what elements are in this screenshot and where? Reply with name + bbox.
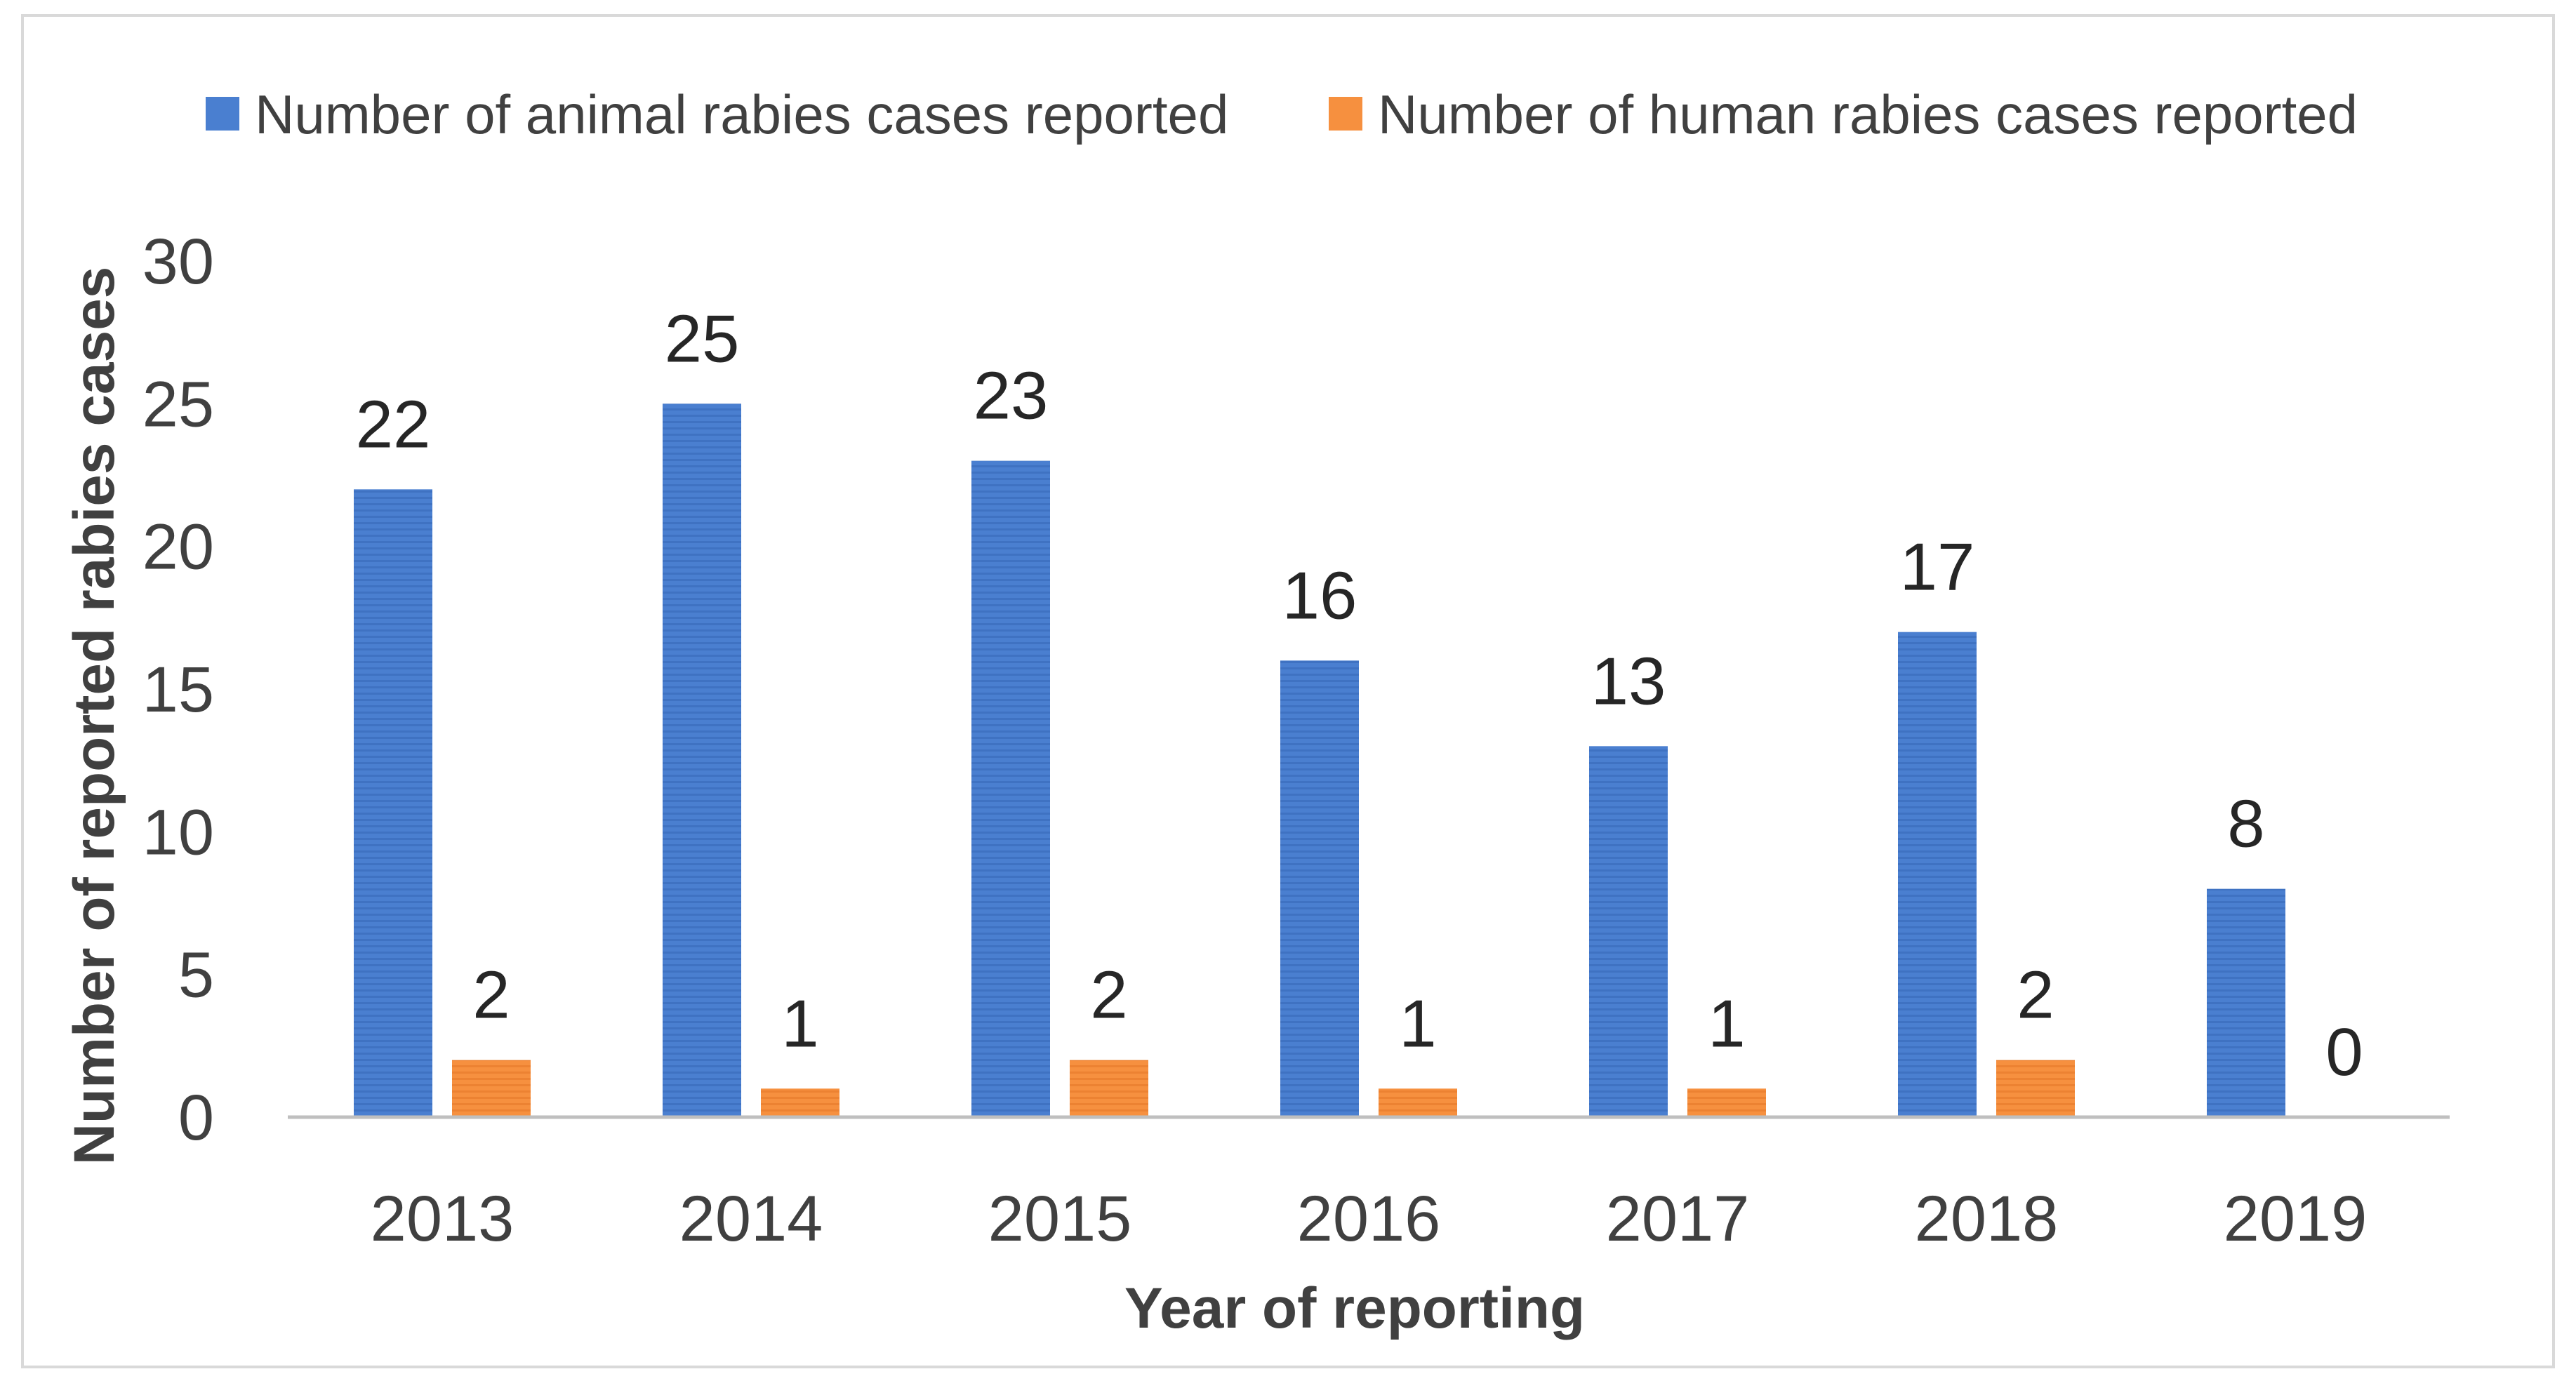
bar-human: [452, 1060, 531, 1117]
y-tick-label: 25: [142, 368, 214, 440]
data-label-human: 1: [1708, 986, 1745, 1061]
bar-human: [1687, 1088, 1766, 1117]
bar-human: [761, 1088, 839, 1117]
legend-swatch-animal: [206, 97, 239, 131]
bar-human: [1996, 1060, 2075, 1117]
data-label-animal: 23: [974, 359, 1049, 434]
x-tick-label: 2018: [1915, 1183, 2059, 1255]
data-label-animal: 13: [1591, 643, 1666, 719]
data-label-animal: 22: [356, 387, 431, 462]
data-label-human: 1: [1399, 986, 1436, 1061]
bars: [354, 403, 2285, 1117]
y-tick-label: 20: [142, 512, 214, 583]
x-axis-ticks: 2013 2014 2015 2016 2017 2018 2019: [371, 1183, 2368, 1255]
data-label-animal: 16: [1282, 558, 1357, 633]
bar-animal: [1280, 660, 1359, 1117]
x-tick-label: 2015: [988, 1183, 1132, 1255]
x-tick-label: 2016: [1297, 1183, 1441, 1255]
y-tick-label: 30: [142, 226, 214, 298]
x-tick-label: 2014: [679, 1183, 823, 1255]
legend-label-human: Number of human rabies cases reported: [1378, 84, 2358, 145]
bar-animal: [354, 489, 432, 1117]
bar-animal: [1898, 632, 1977, 1117]
legend-label-animal: Number of animal rabies cases reported: [255, 84, 1228, 145]
data-label-human: 2: [2017, 958, 2054, 1033]
data-label-human: 1: [781, 986, 818, 1061]
x-tick-label: 2019: [2224, 1183, 2368, 1255]
data-label-animal: 25: [665, 301, 740, 376]
data-label-human: 2: [1090, 958, 1127, 1033]
y-axis-ticks: 0 5 10 15 20 25 30: [142, 226, 214, 1154]
bar-human: [1379, 1088, 1457, 1117]
x-tick-label: 2017: [1606, 1183, 1750, 1255]
legend: Number of animal rabies cases reported N…: [206, 84, 2358, 145]
bar-animal: [663, 403, 741, 1117]
y-axis-title: Number of reported rabies cases: [62, 267, 126, 1166]
data-label-animal: 17: [1900, 530, 1975, 605]
bar-animal: [1589, 746, 1668, 1117]
y-tick-label: 15: [142, 654, 214, 726]
x-tick-label: 2013: [371, 1183, 514, 1255]
bar-animal: [971, 460, 1050, 1117]
x-axis-title: Year of reporting: [1124, 1276, 1585, 1340]
bar-human: [1070, 1060, 1148, 1117]
y-tick-label: 5: [178, 940, 214, 1011]
legend-swatch-human: [1329, 97, 1362, 131]
data-label-animal: 8: [2227, 787, 2264, 862]
data-label-human: 0: [2325, 1015, 2363, 1090]
y-tick-label: 0: [178, 1082, 214, 1154]
data-label-human: 2: [472, 958, 510, 1033]
y-tick-label: 10: [142, 796, 214, 868]
bar-animal: [2207, 888, 2285, 1117]
